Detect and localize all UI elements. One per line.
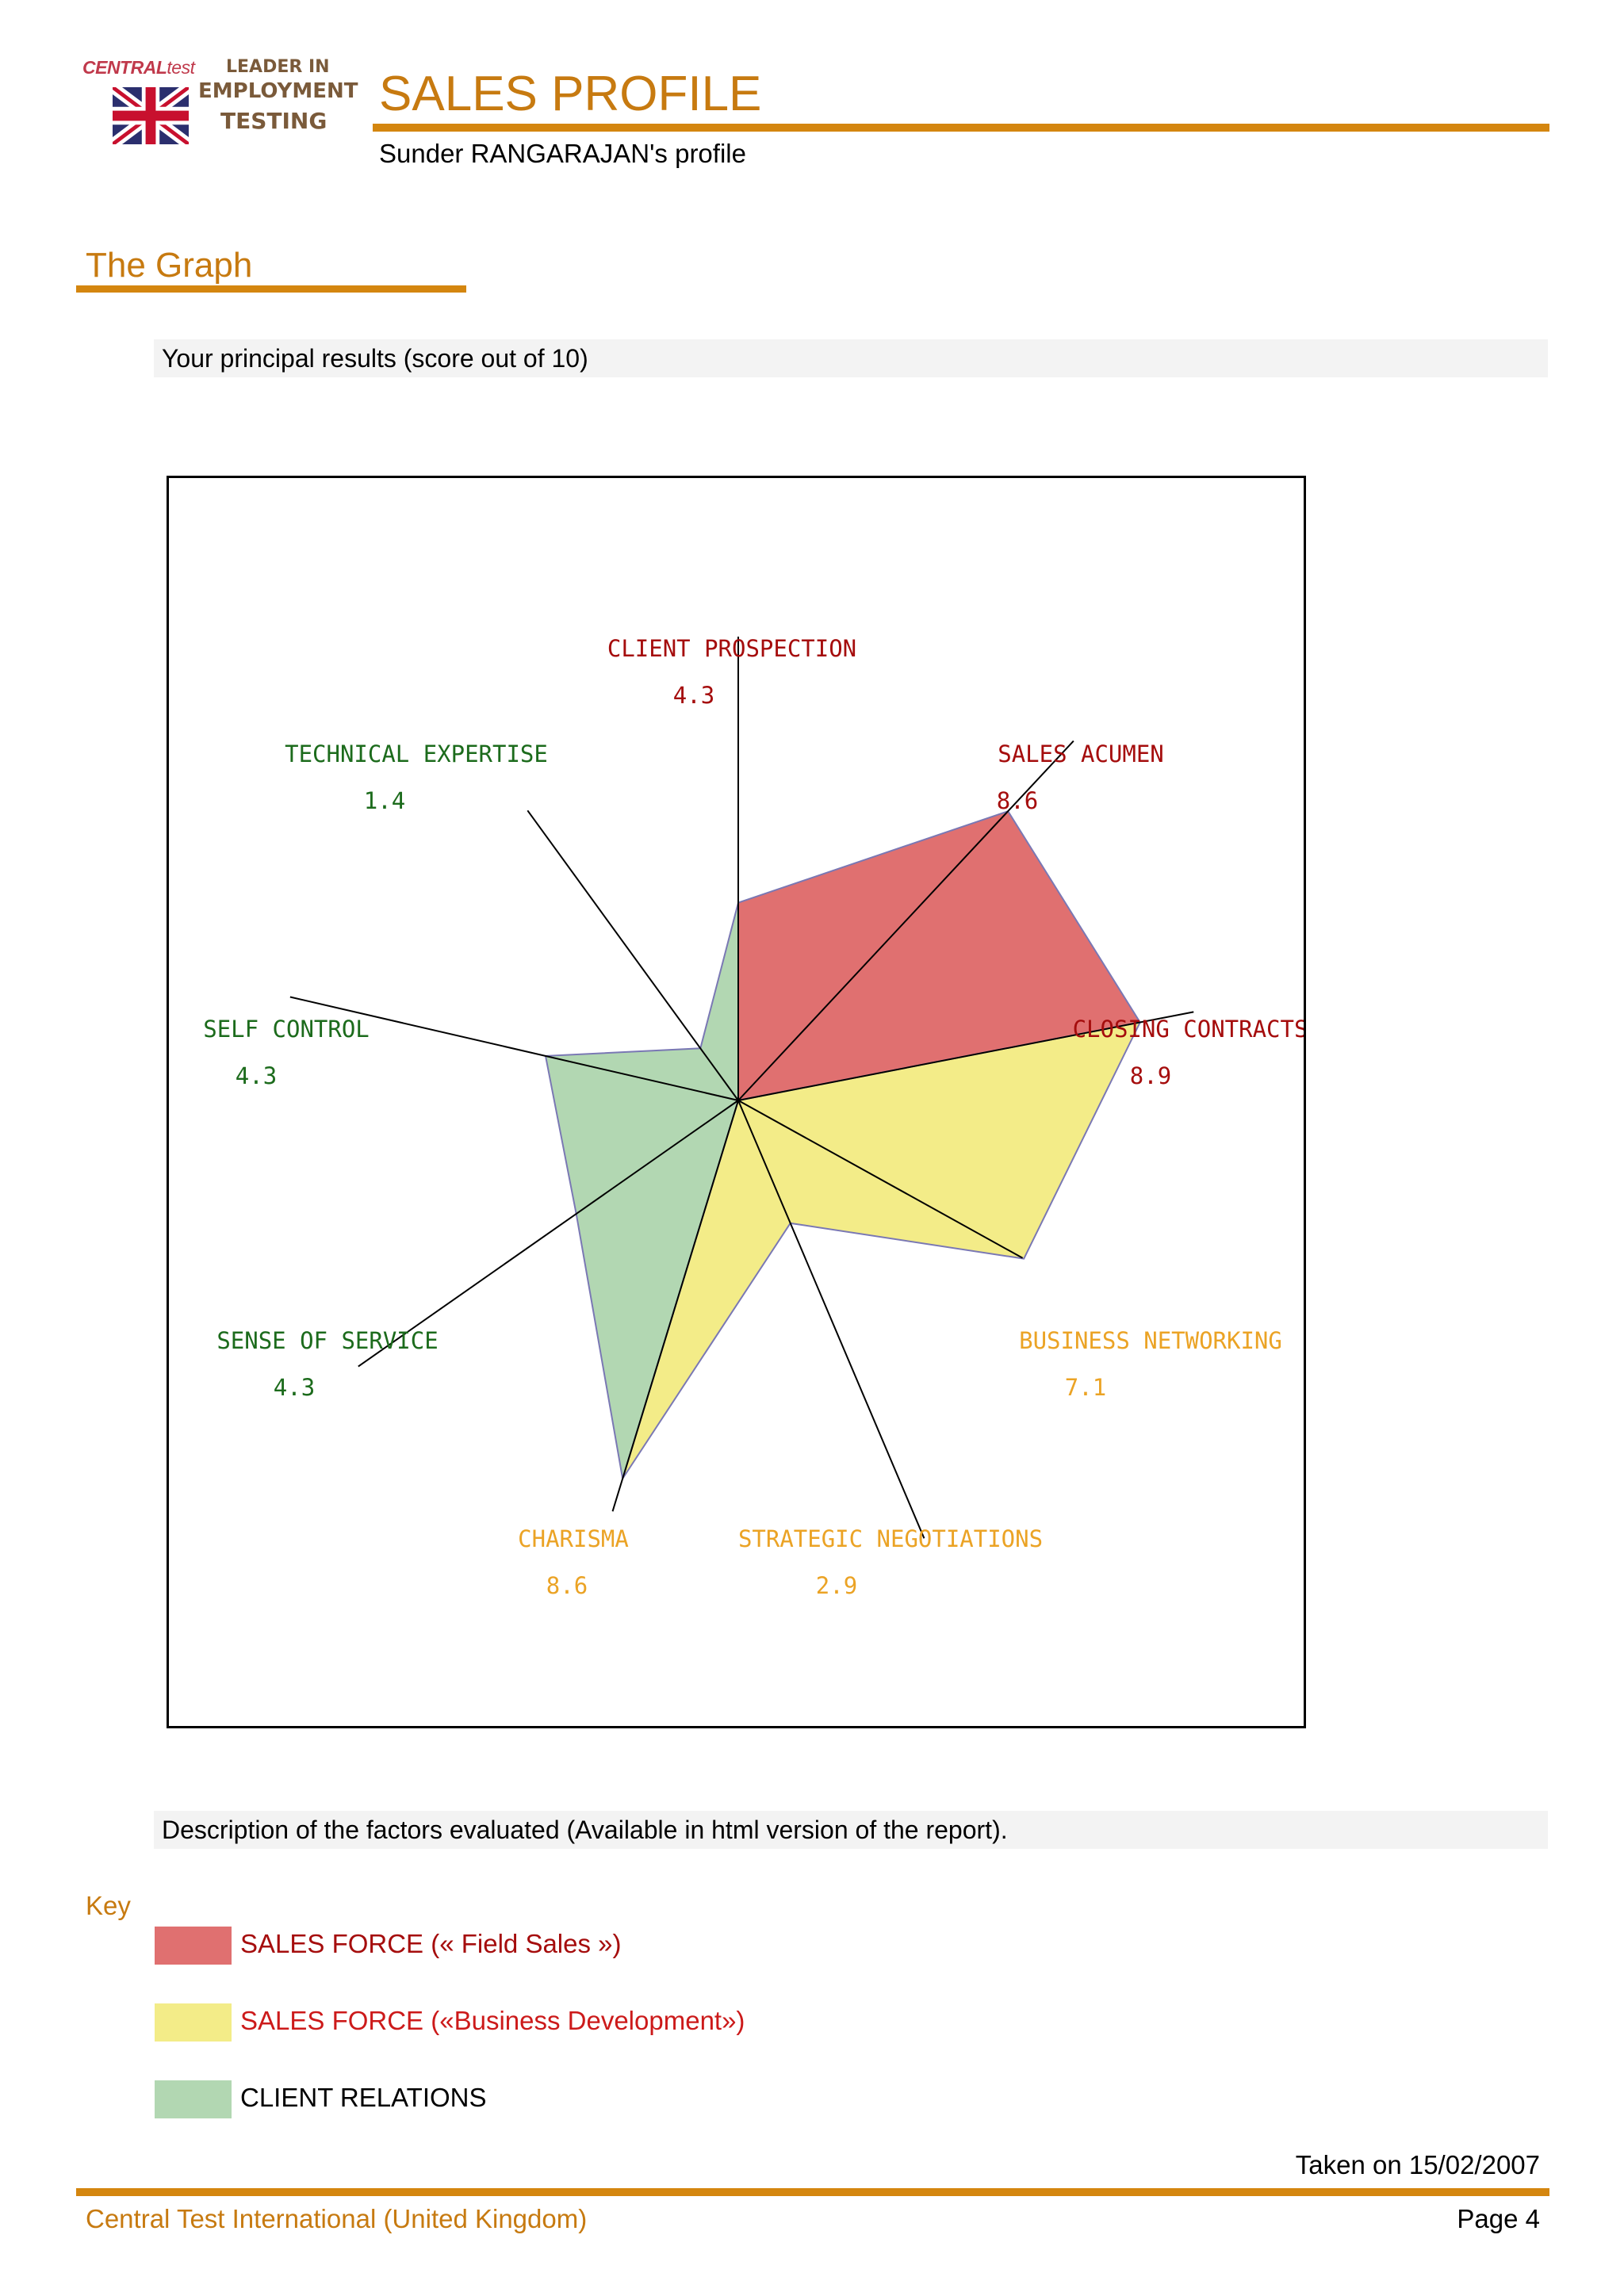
logo-tagline-1: LEADER IN [226, 57, 330, 77]
radar-axis-label: BUSINESS NETWORKING [1019, 1327, 1282, 1354]
radar-value-label: 7.1 [1065, 1374, 1106, 1401]
radar-axis-label: CHARISMA [518, 1525, 629, 1552]
taken-on-date: Taken on 15/02/2007 [1295, 2150, 1540, 2179]
uk-flag-icon [113, 87, 189, 144]
radar-value-label: 8.6 [546, 1572, 588, 1599]
results-caption-band: Your principal results (score out of 10) [154, 339, 1548, 377]
profile-name: Sunder RANGARAJAN's profile [379, 139, 746, 168]
key-swatch-client-relations [155, 2080, 232, 2118]
description-caption: Description of the factors evaluated (Av… [162, 1816, 1008, 1844]
radar-area-client-relations [544, 902, 739, 1479]
radar-chart: CLIENT PROSPECTION 4.3 SALES ACUMEN 8.6 CLOS… [203, 635, 1304, 1599]
radar-spoke [527, 809, 739, 1101]
footer-divider [76, 2188, 1549, 2196]
title-divider [373, 124, 1549, 132]
radar-spoke [737, 1100, 1024, 1259]
radar-spoke [737, 1011, 1194, 1101]
radar-value-label: 1.4 [364, 787, 405, 814]
radar-spoke [737, 1100, 925, 1539]
page-number: Page 4 [1457, 2204, 1540, 2233]
results-caption: Your principal results (score out of 10) [162, 344, 588, 373]
logo-brand: CENTRALtest [82, 57, 195, 78]
radar-axis-label: STRATEGIC NEGOTIATIONS [738, 1525, 1043, 1552]
radar-spoke [358, 1100, 739, 1368]
radar-value-label: 4.3 [673, 682, 714, 709]
footer-company: Central Test International (United Kingd… [86, 2204, 588, 2233]
radar-value-label: 8.9 [1130, 1062, 1171, 1089]
radar-axis-label: TECHNICAL EXPERTISE [285, 740, 548, 767]
key-label-client-relations: CLIENT RELATIONS [240, 2083, 487, 2112]
radar-value-label: 4.3 [236, 1062, 277, 1089]
radar-axis-label: CLIENT PROSPECTION [607, 635, 856, 662]
radar-axis-label: SENSE OF SERVICE [216, 1327, 438, 1354]
radar-spoke [611, 1100, 739, 1512]
logo-tagline-3: TESTING [220, 108, 327, 134]
report-title: SALES PROFILE [379, 67, 762, 121]
radar-chart-frame: CLIENT PROSPECTION 4.3 SALES ACUMEN 8.6 CLOS… [167, 476, 1306, 1728]
radar-spoke [737, 740, 1074, 1101]
radar-value-label: 2.9 [816, 1572, 857, 1599]
section-divider [76, 285, 466, 293]
radar-spoke [289, 996, 739, 1101]
radar-value-label: 4.3 [274, 1374, 315, 1401]
key-label-field-sales: SALES FORCE (« Field Sales ») [240, 1929, 622, 1958]
description-band: Description of the factors evaluated (Av… [154, 1811, 1548, 1849]
key-heading: Key [86, 1891, 131, 1920]
section-heading: The Graph [86, 246, 253, 285]
radar-axis-label: CLOSING CONTRACTS [1073, 1016, 1304, 1043]
key-label-business-development: SALES FORCE («Business Development») [240, 2006, 745, 2035]
radar-axis-label: SALES ACUMEN [998, 740, 1164, 767]
key-swatch-field-sales [155, 1927, 232, 1965]
radar-axis-label: SELF CONTROL [203, 1016, 370, 1043]
logo-tagline-2: EMPLOYMENT [198, 79, 358, 103]
key-swatch-business-development [155, 2003, 232, 2042]
company-logo: CENTRALtest LEADER IN EMPLOYMENT TESTING [79, 55, 358, 151]
radar-value-label: 8.6 [997, 787, 1038, 814]
